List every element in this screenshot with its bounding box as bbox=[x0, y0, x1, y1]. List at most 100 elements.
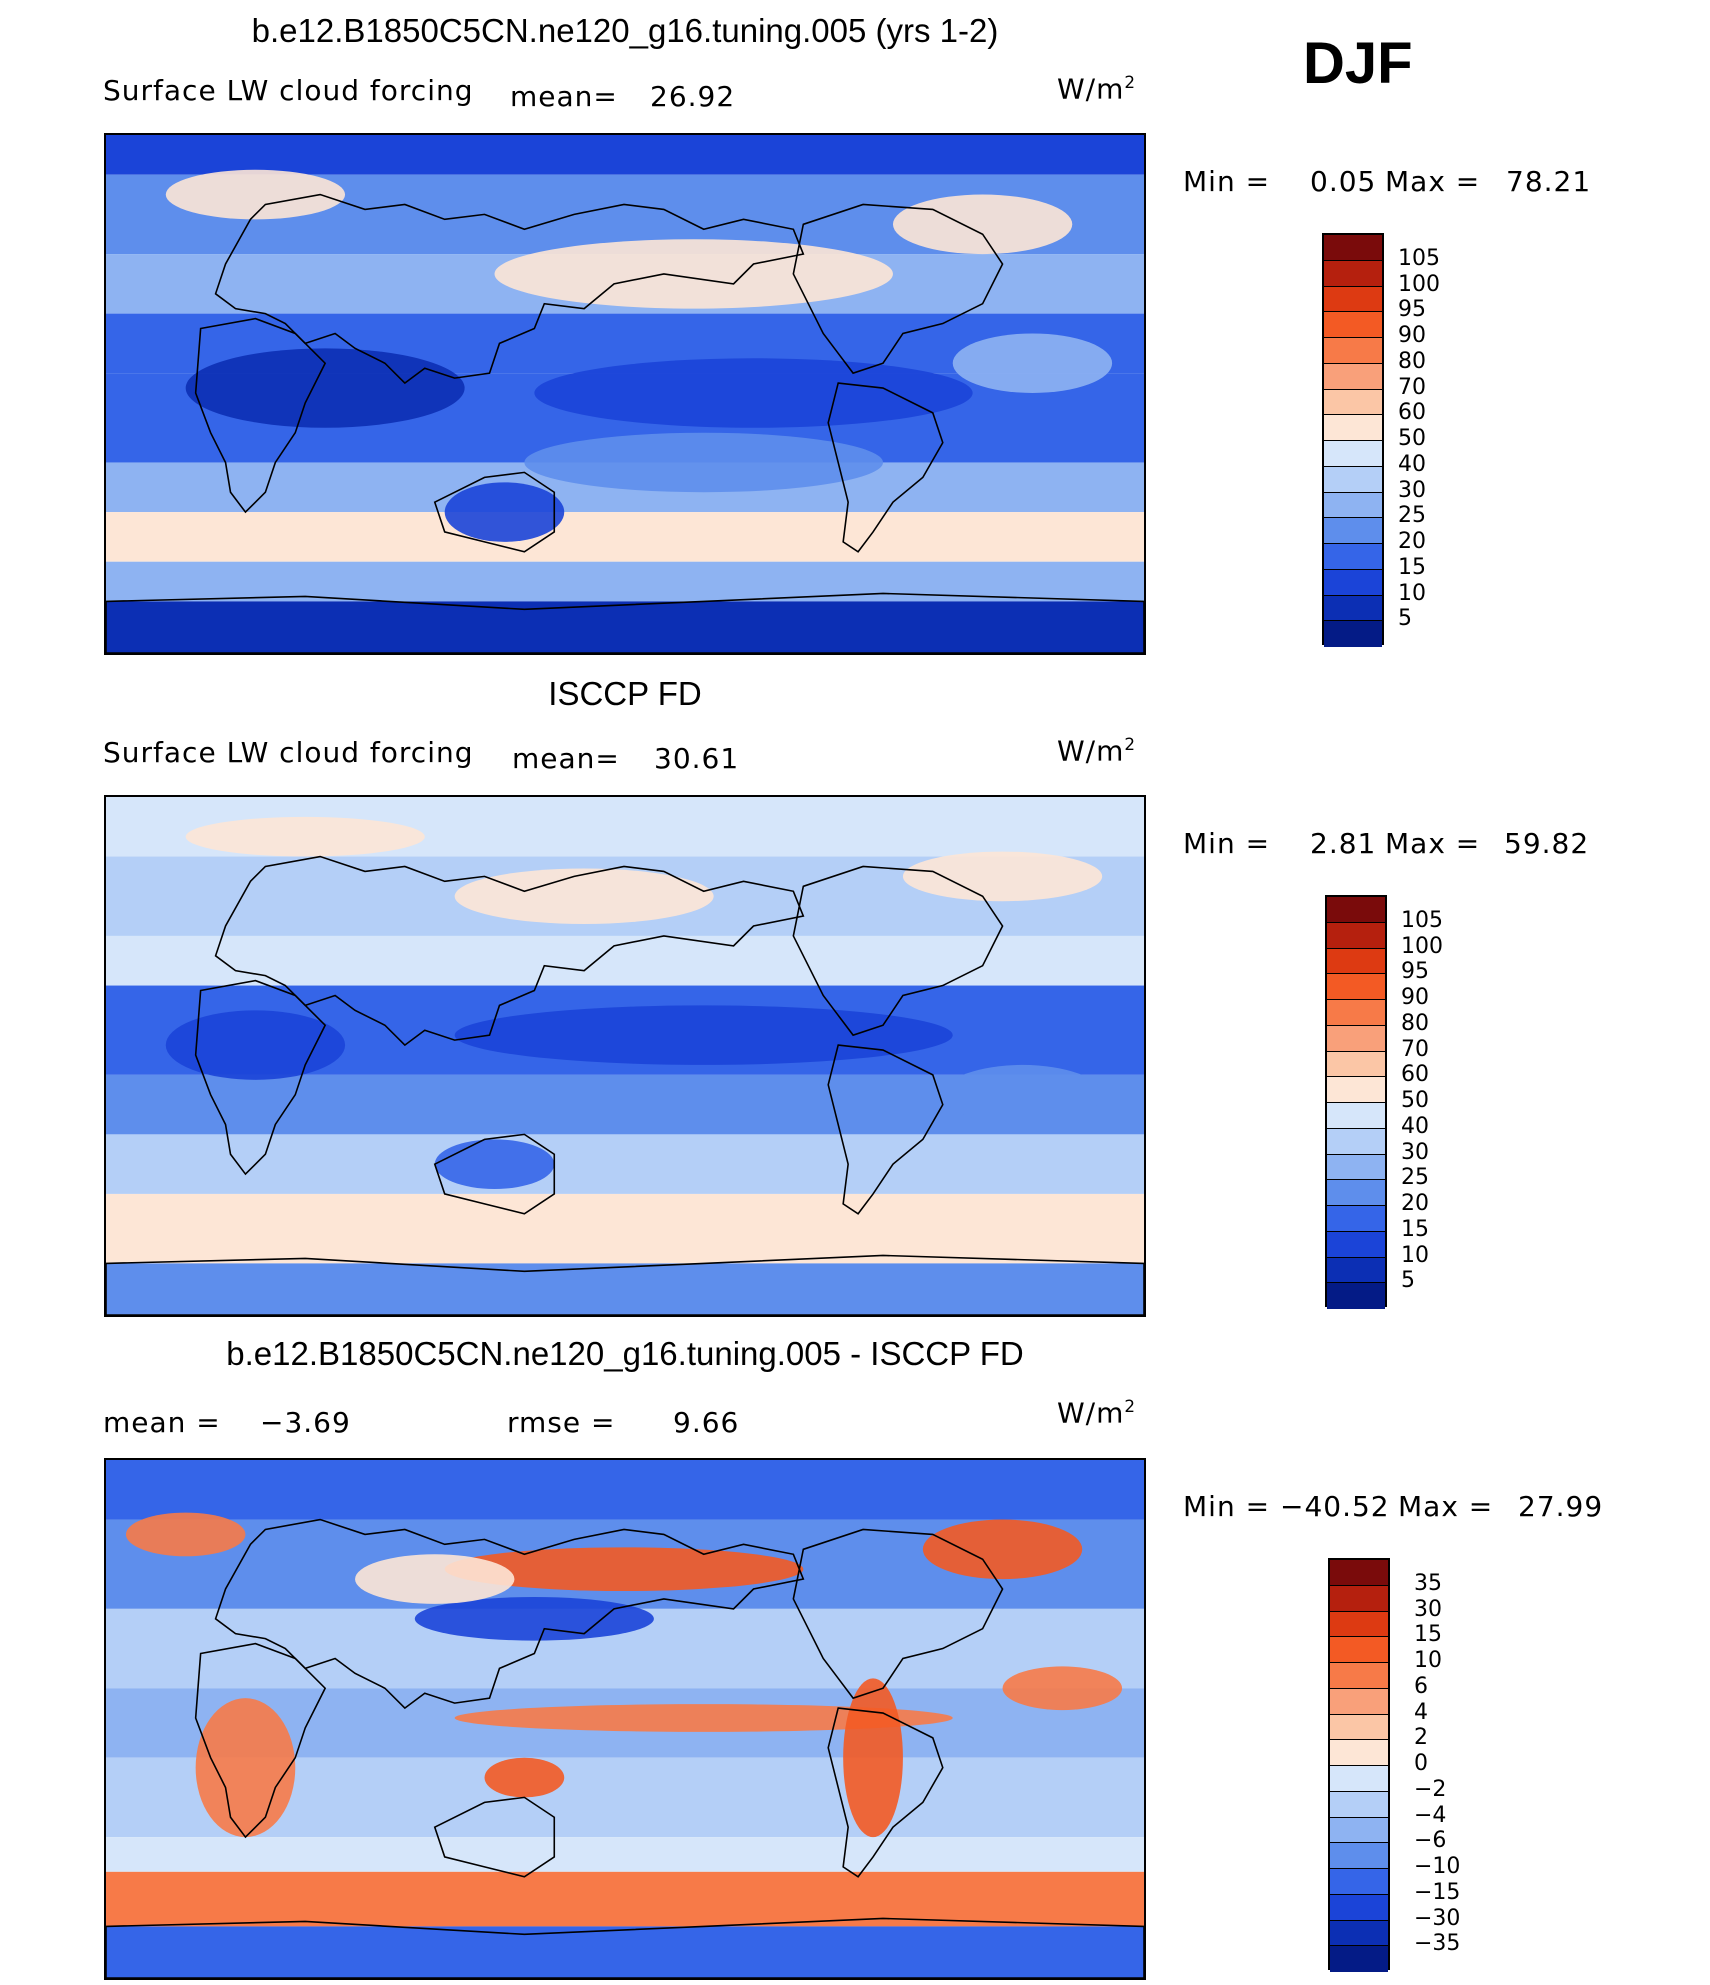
colorbar-swatch bbox=[1330, 1946, 1388, 1972]
colorbar-swatch bbox=[1330, 1869, 1388, 1895]
colorbar-tick-label: 90 bbox=[1398, 323, 1426, 348]
panel3-max-label: Max = bbox=[1398, 1490, 1494, 1523]
panel1-units: W/m2 bbox=[1057, 72, 1137, 106]
colorbar-swatch bbox=[1327, 1077, 1385, 1103]
colorbar-tick-label: 0 bbox=[1414, 1751, 1428, 1776]
colorbar-tick-label: −15 bbox=[1414, 1879, 1461, 1905]
colorbar-swatch bbox=[1327, 1154, 1385, 1181]
colorbar-tick-label: 30 bbox=[1401, 1139, 1429, 1165]
panel2-max-label: Max = bbox=[1385, 827, 1481, 860]
colorbar-swatch bbox=[1330, 1585, 1388, 1612]
colorbar-tick-label: −10 bbox=[1414, 1854, 1461, 1879]
colorbar-tick-label: 6 bbox=[1414, 1673, 1428, 1699]
colorbar-swatch bbox=[1324, 363, 1382, 390]
colorbar-tick-label: 90 bbox=[1401, 985, 1429, 1010]
colorbar-swatch bbox=[1324, 338, 1382, 364]
colorbar-tick-label: 40 bbox=[1401, 1113, 1429, 1139]
colorbar-tick-label: 10 bbox=[1401, 1242, 1429, 1268]
colorbar-swatch bbox=[1330, 1688, 1388, 1715]
colorbar-swatch bbox=[1330, 1637, 1388, 1663]
colorbar-swatch bbox=[1324, 518, 1382, 544]
colorbar-tick-label: 80 bbox=[1401, 1010, 1429, 1036]
panel1-mean-label: mean= bbox=[510, 80, 618, 113]
colorbar-tick-label: 2 bbox=[1414, 1725, 1428, 1751]
colorbar-tick-label: 80 bbox=[1398, 348, 1426, 374]
panel2-min-value: 2.81 bbox=[1310, 827, 1377, 860]
colorbar-swatch bbox=[1324, 595, 1382, 622]
colorbar-tick-label: 5 bbox=[1401, 1268, 1415, 1294]
colorbar-tick-label: 20 bbox=[1401, 1191, 1429, 1216]
colorbar-swatch bbox=[1330, 1714, 1388, 1741]
colorbar-swatch bbox=[1324, 260, 1382, 287]
colorbar-tick-label: 30 bbox=[1398, 477, 1426, 503]
panel1-variable-label: Surface LW cloud forcing bbox=[103, 74, 474, 107]
colorbar-tick-label: 105 bbox=[1398, 245, 1440, 271]
colorbar-tick-label: 15 bbox=[1398, 554, 1426, 580]
colorbar-swatch bbox=[1330, 1920, 1388, 1947]
panel1-colorbar bbox=[1322, 233, 1384, 647]
panel1-max-label: Max = bbox=[1385, 165, 1481, 198]
panel3-colorbar bbox=[1328, 1558, 1390, 1972]
colorbar-tick-label: −6 bbox=[1414, 1828, 1447, 1854]
colorbar-tick-label: −35 bbox=[1414, 1931, 1461, 1957]
panel3-title: b.e12.B1850C5CN.ne120_g16.tuning.005 - I… bbox=[226, 1335, 1024, 1372]
colorbar-swatch bbox=[1327, 1103, 1385, 1129]
colorbar-tick-label: −30 bbox=[1414, 1905, 1461, 1931]
colorbar-tick-label: 50 bbox=[1398, 426, 1426, 451]
panel1-min-label: Min = bbox=[1183, 165, 1271, 198]
colorbar-swatch bbox=[1330, 1817, 1388, 1844]
panel1-mean-value: 26.92 bbox=[650, 80, 736, 113]
colorbar-tick-label: 50 bbox=[1401, 1088, 1429, 1113]
panel3-rmse-value: 9.66 bbox=[673, 1406, 740, 1439]
panel3-map bbox=[104, 1458, 1146, 1980]
colorbar-swatch bbox=[1327, 1128, 1385, 1155]
colorbar-swatch bbox=[1330, 1791, 1388, 1818]
panel2-max-value: 59.82 bbox=[1504, 827, 1590, 860]
panel3-rmse-label: rmse = bbox=[507, 1406, 616, 1439]
panel3-min-value: −40.52 bbox=[1280, 1490, 1390, 1523]
colorbar-swatch bbox=[1324, 235, 1382, 261]
colorbar-swatch bbox=[1327, 1051, 1385, 1078]
colorbar-tick-label: 95 bbox=[1401, 959, 1429, 985]
colorbar-swatch bbox=[1324, 312, 1382, 338]
colorbar-tick-label: 100 bbox=[1401, 933, 1443, 959]
panel1-map bbox=[104, 133, 1146, 655]
colorbar-swatch bbox=[1324, 466, 1382, 493]
colorbar-tick-label: 10 bbox=[1414, 1648, 1442, 1673]
colorbar-tick-label: 4 bbox=[1414, 1699, 1428, 1725]
colorbar-tick-label: 40 bbox=[1398, 451, 1426, 477]
colorbar-swatch bbox=[1327, 948, 1385, 975]
colorbar-tick-label: 70 bbox=[1398, 374, 1426, 400]
panel2-min-label: Min = bbox=[1183, 827, 1271, 860]
colorbar-tick-label: 5 bbox=[1398, 606, 1412, 632]
colorbar-swatch bbox=[1324, 389, 1382, 416]
colorbar-tick-label: −2 bbox=[1414, 1776, 1447, 1802]
colorbar-swatch bbox=[1327, 1180, 1385, 1206]
panel3-min-label: Min = bbox=[1183, 1490, 1271, 1523]
colorbar-swatch bbox=[1330, 1560, 1388, 1586]
panel3-max-value: 27.99 bbox=[1518, 1490, 1604, 1523]
panel1-min-value: 0.05 bbox=[1310, 165, 1377, 198]
panel2-units: W/m2 bbox=[1057, 734, 1137, 768]
colorbar-swatch bbox=[1330, 1894, 1388, 1921]
colorbar-swatch bbox=[1324, 492, 1382, 519]
colorbar-tick-label: 100 bbox=[1398, 271, 1440, 297]
colorbar-tick-label: 70 bbox=[1401, 1036, 1429, 1062]
colorbar-swatch bbox=[1327, 1283, 1385, 1309]
panel2-title: ISCCP FD bbox=[548, 675, 702, 712]
colorbar-tick-label: −4 bbox=[1414, 1802, 1447, 1828]
panel1-max-value: 78.21 bbox=[1506, 165, 1592, 198]
colorbar-tick-label: 25 bbox=[1401, 1165, 1429, 1191]
colorbar-swatch bbox=[1330, 1766, 1388, 1792]
colorbar-tick-label: 10 bbox=[1398, 580, 1426, 606]
colorbar-tick-label: 25 bbox=[1398, 503, 1426, 529]
colorbar-swatch bbox=[1324, 621, 1382, 647]
colorbar-swatch bbox=[1330, 1843, 1388, 1869]
panel2-mean-value: 30.61 bbox=[654, 742, 740, 775]
colorbar-tick-label: 60 bbox=[1401, 1062, 1429, 1088]
panel1-title: b.e12.B1850C5CN.ne120_g16.tuning.005 (yr… bbox=[251, 12, 999, 49]
panel3-units: W/m2 bbox=[1057, 1396, 1137, 1430]
panel2-map bbox=[104, 795, 1146, 1317]
colorbar-swatch bbox=[1327, 897, 1385, 923]
colorbar-swatch bbox=[1324, 415, 1382, 441]
